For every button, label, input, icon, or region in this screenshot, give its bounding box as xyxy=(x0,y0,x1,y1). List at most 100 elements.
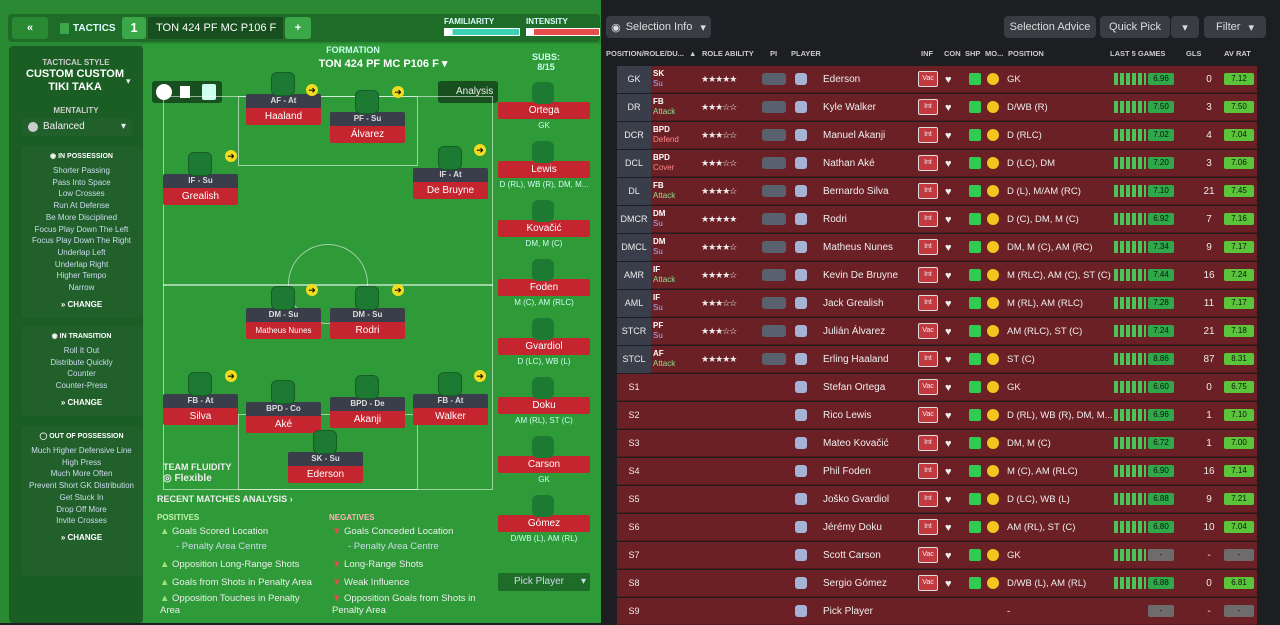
slot-cell[interactable]: S5 xyxy=(628,494,640,504)
col-inf[interactable]: INF xyxy=(921,49,934,58)
table-row[interactable]: DCR BPD Defend ★★★☆☆ Manuel Akanji Int ♥ D (RLC… xyxy=(617,122,1257,149)
player-name[interactable]: Kyle Walker xyxy=(823,102,876,113)
col-pos-role[interactable]: POSITION/ROLE/DU... xyxy=(606,49,684,58)
col-con[interactable]: CON xyxy=(944,49,961,58)
col-av-rat[interactable]: AV RAT xyxy=(1224,49,1251,58)
sub-slot[interactable]: Kovačić DM, M (C) xyxy=(498,200,590,248)
player-slot[interactable]: SK - Su Ederson xyxy=(288,430,363,483)
in-transition-change-button[interactable]: » CHANGE xyxy=(60,397,103,407)
table-row[interactable]: S1 Stefan Ortega Vac ♥ GK 6.60 0 6.75 xyxy=(617,374,1257,401)
quick-pick-button[interactable]: Quick Pick xyxy=(1100,16,1170,38)
in-possession-change-button[interactable]: » CHANGE xyxy=(60,299,103,309)
table-row[interactable]: S8 Sergio Gómez Vac ♥ D/WB (L), AM (RL) 6.88 0… xyxy=(617,570,1257,597)
table-row[interactable]: DL FB Attack ★★★★☆ Bernardo Silva Int ♥ D (L), … xyxy=(617,178,1257,205)
role-duty-cell[interactable]: BPD Defend xyxy=(651,122,695,149)
player-name[interactable]: Erling Haaland xyxy=(823,354,889,365)
formation-dropdown[interactable]: TON 424 PF MC P106 F ▾ xyxy=(143,57,601,70)
player-slot[interactable]: PF - Su Álvarez xyxy=(330,90,405,143)
table-row[interactable]: STCL AF Attack ★★★★★ Erling Haaland Int ♥ ST (C… xyxy=(617,346,1257,373)
table-row[interactable]: S6 Jérémy Doku Int ♥ AM (RL), ST (C) 6.80 10 7.… xyxy=(617,514,1257,541)
player-instructions-icon[interactable] xyxy=(762,129,786,141)
player-instructions-icon[interactable] xyxy=(762,213,786,225)
slot-cell[interactable]: DMCL xyxy=(617,234,651,261)
analysis-button[interactable]: Analysis xyxy=(438,81,498,103)
selection-advice-button[interactable]: Selection Advice xyxy=(1004,16,1096,38)
table-row[interactable]: DR FB Attack ★★★☆☆ Kyle Walker Int ♥ D/WB (R) 7.… xyxy=(617,94,1257,121)
player-instructions-icon[interactable] xyxy=(762,325,786,337)
table-row[interactable]: S4 Phil Foden Int ♥ M (C), AM (RLC) 6.90 16 7.1… xyxy=(617,458,1257,485)
slot-cell[interactable]: S3 xyxy=(628,438,640,448)
player-slot[interactable]: BPD - Co Aké xyxy=(246,380,321,433)
role-duty-cell[interactable]: DM Su xyxy=(651,234,695,261)
player-name[interactable]: Manuel Akanji xyxy=(823,130,886,141)
slot-cell[interactable]: DCL xyxy=(617,150,651,177)
table-row[interactable]: STCR PF Su ★★★☆☆ Julián Álvarez Vac ♥ AM (RLC),… xyxy=(617,318,1257,345)
player-slot[interactable]: DM - Su Rodri xyxy=(330,286,405,339)
slot-cell[interactable]: GK xyxy=(617,66,651,93)
col-pi[interactable]: PI xyxy=(770,49,778,58)
role-duty-cell[interactable]: SK Su xyxy=(651,66,695,93)
player-instructions-icon[interactable] xyxy=(762,101,786,113)
player-instructions-icon[interactable] xyxy=(762,269,786,281)
player-instructions-icon[interactable] xyxy=(762,297,786,309)
player-name[interactable]: Rico Lewis xyxy=(823,410,872,421)
table-row[interactable]: S5 Joško Gvardiol Int ♥ D (LC), WB (L) 6.88 9 7… xyxy=(617,486,1257,513)
player-name[interactable]: Rodri xyxy=(823,214,847,225)
slot-cell[interactable]: S2 xyxy=(628,410,640,420)
sub-slot[interactable]: Doku AM (RL), ST (C) xyxy=(498,377,590,425)
tactic-name-dropdown[interactable]: TON 424 PF MC P106 F ▾ xyxy=(148,17,283,55)
table-row[interactable]: AMR IF Attack ★★★★☆ Kevin De Bruyne Int ♥ M (RL… xyxy=(617,262,1257,289)
sub-slot[interactable]: Gómez D/WB (L), AM (RL) xyxy=(498,495,590,543)
slot-cell[interactable]: DMCR xyxy=(617,206,651,233)
col-role-ability[interactable]: ROLE ABILITY xyxy=(702,49,754,58)
add-tactic-button[interactable]: + xyxy=(285,17,311,39)
player-name[interactable]: Julián Álvarez xyxy=(823,326,886,337)
slot-cell[interactable]: S1 xyxy=(628,382,640,392)
slot-cell[interactable]: DCR xyxy=(617,122,651,149)
sub-slot[interactable]: Lewis D (RL), WB (R), DM, M... xyxy=(498,141,590,189)
sub-slot[interactable]: Foden M (C), AM (RLC) xyxy=(498,259,590,307)
filter-dropdown[interactable]: Filter ▾ xyxy=(1204,16,1266,38)
col-player[interactable]: PLAYER xyxy=(791,49,821,58)
table-row[interactable]: S2 Rico Lewis Vac ♥ D (RL), WB (R), DM, M...… xyxy=(617,402,1257,429)
slot-cell[interactable]: S9 xyxy=(628,606,640,616)
chevron-down-icon[interactable]: ▾ xyxy=(126,76,131,86)
slot-cell[interactable]: S7 xyxy=(628,550,640,560)
player-name[interactable]: Pick Player xyxy=(823,606,874,617)
player-slot[interactable]: AF - At Haaland xyxy=(246,72,321,125)
table-row[interactable]: DMCR DM Su ★★★★★ Rodri Int ♥ D (C), DM, M (C) 6.… xyxy=(617,206,1257,233)
table-row[interactable]: DMCL DM Su ★★★★☆ Matheus Nunes Int ♥ DM, M (C),… xyxy=(617,234,1257,261)
table-row[interactable]: S9 Pick Player - - - - xyxy=(617,598,1257,625)
role-duty-cell[interactable]: FB Attack xyxy=(651,94,695,121)
col-position[interactable]: POSITION xyxy=(1008,49,1044,58)
slot-cell[interactable]: STCR xyxy=(617,318,651,345)
tactic-slot-number[interactable]: 1 xyxy=(122,17,146,39)
player-slot[interactable]: IF - Su Grealish xyxy=(163,152,238,205)
player-slot[interactable]: IF - At De Bruyne xyxy=(413,146,488,199)
player-name[interactable]: Stefan Ortega xyxy=(823,382,886,393)
player-instructions-icon[interactable] xyxy=(762,185,786,197)
player-slot[interactable]: BPD - De Akanji xyxy=(330,375,405,428)
col-shp[interactable]: SHP xyxy=(965,49,981,58)
player-name[interactable]: Nathan Aké xyxy=(823,158,875,169)
sub-slot[interactable]: Carson GK xyxy=(498,436,590,484)
table-row[interactable]: AML IF Su ★★★☆☆ Jack Grealish Int ♥ M (RL), AM … xyxy=(617,290,1257,317)
player-name[interactable]: Phil Foden xyxy=(823,466,871,477)
pick-player-dropdown[interactable]: Pick Player ▾ xyxy=(498,573,590,591)
collapse-button[interactable]: « xyxy=(12,17,48,39)
col-gls[interactable]: GLS xyxy=(1186,49,1202,58)
player-instructions-icon[interactable] xyxy=(762,157,786,169)
role-duty-cell[interactable]: AF Attack xyxy=(651,346,695,373)
player-name[interactable]: Scott Carson xyxy=(823,550,881,561)
player-instructions-icon[interactable] xyxy=(762,241,786,253)
analysis-heading[interactable]: RECENT MATCHES ANALYSIS › xyxy=(157,494,293,504)
table-row[interactable]: S7 Scott Carson Vac ♥ GK - - - xyxy=(617,542,1257,569)
slot-cell[interactable]: STCL xyxy=(617,346,651,373)
slot-cell[interactable]: S8 xyxy=(628,578,640,588)
tactical-style-name[interactable]: CUSTOM CUSTOM TIKI TAKA xyxy=(26,68,124,93)
col-last5[interactable]: LAST 5 GAMES xyxy=(1110,49,1166,58)
role-duty-cell[interactable]: PF Su xyxy=(651,318,695,345)
slot-cell[interactable]: AMR xyxy=(617,262,651,289)
selection-info-dropdown[interactable]: ◉ Selection Info ▾ xyxy=(606,16,711,38)
player-slot[interactable]: DM - Su Matheus Nunes xyxy=(246,286,321,339)
